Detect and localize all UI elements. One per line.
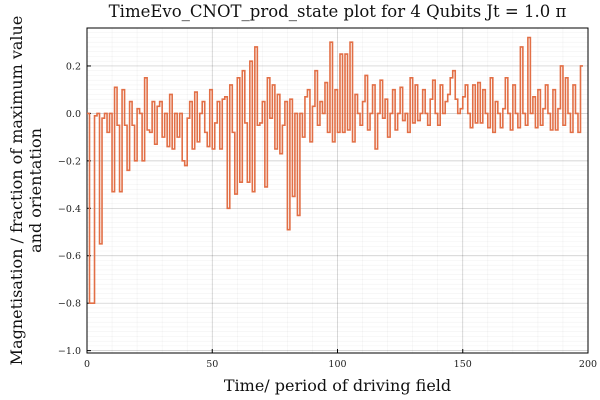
y-axis-label-line-1: Magnetisation / fraction of maximum valu…: [7, 16, 26, 366]
x-tick-label: 0: [84, 359, 90, 370]
y-tick-label: 0.2: [66, 61, 81, 72]
y-tick-label: 0.0: [66, 109, 81, 120]
series: [87, 36, 583, 304]
y-axis-label-line-2: and orientation: [26, 128, 45, 253]
chart-title: TimeEvo_CNOT_prod_state plot for 4 Qubit…: [109, 2, 567, 21]
x-tick-label: 150: [454, 359, 472, 370]
axis-ticks: 0 50 100 150 200 −1.0 −0.8 −0.6 −0.4 −0.2 0.0 0.2: [58, 61, 597, 370]
y-tick-label: −1.0: [58, 346, 81, 357]
x-tick-label: 200: [579, 359, 597, 370]
series-line: [87, 36, 583, 304]
y-tick-label: −0.4: [58, 204, 81, 215]
y-tick-label: −0.6: [58, 251, 81, 262]
x-tick-label: 100: [328, 359, 346, 370]
y-tick-label: −0.2: [58, 156, 81, 167]
x-axis-label: Time/ period of driving field: [224, 376, 451, 395]
x-tick-label: 50: [206, 359, 218, 370]
y-tick-label: −0.8: [58, 299, 81, 310]
grid: [86, 28, 589, 353]
